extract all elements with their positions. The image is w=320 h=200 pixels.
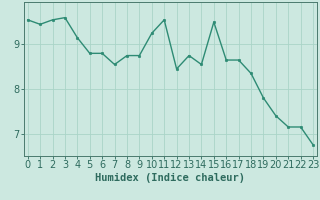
X-axis label: Humidex (Indice chaleur): Humidex (Indice chaleur) — [95, 173, 245, 183]
